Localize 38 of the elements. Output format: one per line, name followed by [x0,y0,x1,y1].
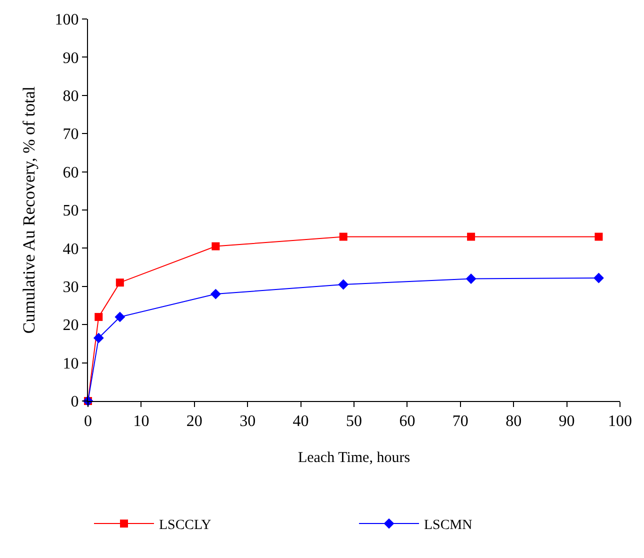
x-tick-label: 30 [240,413,256,430]
x-tick-label: 70 [452,413,468,430]
x-tick-label: 80 [506,413,522,430]
y-tick-label: 30 [62,279,79,296]
y-tick-label: 50 [62,202,79,220]
y-tick-label: 70 [62,126,79,144]
x-tick-label: 10 [133,413,150,430]
point [114,312,126,322]
legend-label: LSCMN [424,518,472,534]
point [210,288,221,300]
point [116,278,124,287]
x-tick-label: 50 [346,413,362,430]
y-tick-label: 0 [70,394,79,411]
point [93,332,104,344]
y-tick-label: 20 [62,317,79,334]
y-tick-label: 100 [54,12,79,29]
x-tick-label: 20 [186,413,202,430]
x-tick-label: 100 [608,413,632,430]
x-tick-label: 0 [84,413,92,430]
x-tick-label: 90 [558,413,575,430]
y-tick-label: 10 [62,355,79,372]
y-tick-label: 80 [62,88,79,105]
point [212,242,220,250]
point [94,312,103,321]
y-tick-label: 90 [62,50,79,67]
x-tick-label: 40 [292,413,309,430]
point [467,232,476,241]
point [594,272,604,284]
point [594,232,603,241]
y-tick-label: 40 [62,240,79,258]
point [466,274,476,284]
point [338,279,349,290]
x-axis-title: Leach Time, hours [298,450,410,466]
x-tick-label: 60 [399,413,416,430]
point [339,232,348,241]
y-tick-label: 60 [62,164,79,182]
y-axis-title: Cumulative Au Recovery, % of total [19,86,38,334]
legend-label: LSCCLY [159,518,212,534]
